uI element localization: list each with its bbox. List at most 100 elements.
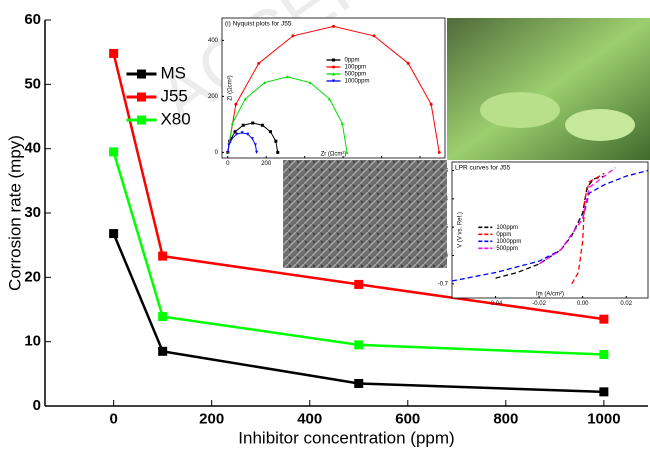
x-tick-label: 600 [395,410,420,427]
marker [354,378,364,388]
marker [240,131,244,135]
marker [235,132,239,136]
y-axis-label: V (V vs. Ref.) [458,212,464,248]
marker [285,75,289,79]
series-line [451,169,649,282]
marker [136,69,146,79]
photo-detail [480,92,560,128]
series-line [112,151,604,356]
marker [226,150,230,154]
plot-background [451,161,649,299]
marker [109,229,119,239]
marker [276,150,280,154]
photo-detail [565,109,635,141]
sem-inset [283,160,447,268]
marker [429,102,433,106]
x-tick-label: 0.02 [620,301,632,307]
marker [262,81,266,85]
marker [308,81,312,85]
plot-background [221,17,446,159]
x-tick-label: 800 [493,410,518,427]
marker [599,314,609,324]
legend-label: 1000ppm [496,239,521,245]
x-tick-label: 1000 [587,410,620,427]
chart-title: LPR curves for J55 [455,165,511,172]
marker [230,137,234,141]
marker [251,121,255,125]
x-tick-label: -0.02 [532,301,546,307]
y-tick-label: 40 [24,140,41,157]
y-tick-label: 50 [24,75,41,92]
legend-label: 100ppm [345,65,367,71]
legend-label: 0ppm [345,58,360,64]
y-tick-label: 200 [208,94,219,100]
marker [109,147,119,157]
marker [372,34,376,38]
y-tick-label: 20 [24,268,41,285]
marker [332,72,335,76]
marker [274,139,278,143]
y-tick-label: 60 [24,11,41,28]
x-axis-label: Im (A/cm²) [536,292,564,298]
series-line [571,172,605,285]
marker [136,115,146,125]
legend-label: X80 [160,110,190,129]
marker [109,48,119,58]
marker [345,150,349,154]
marker [257,61,261,65]
marker [332,79,335,83]
x-tick-label: 200 [199,410,224,427]
marker [354,279,364,289]
marker [227,143,231,147]
legend-label: 100ppm [496,225,518,231]
y-tick-label: 0 [215,150,219,156]
marker [234,102,238,106]
marker [599,350,609,360]
marker [233,130,237,134]
x-axis-label: Inhibitor concentration (ppm) [238,428,454,447]
photo-inset [447,18,650,160]
marker [158,312,168,322]
marker [332,24,335,28]
y-tick-label: -0.7 [438,281,449,287]
legend-label: 0ppm [496,232,511,238]
x-tick-label: 0 [226,161,230,167]
marker [243,97,247,101]
marker [241,123,245,127]
x-tick-label: 0 [109,410,117,427]
y-axis-label: Corrosion rate (mpy) [5,135,24,291]
marker [158,251,168,261]
marker [158,346,168,356]
marker [255,150,259,154]
y-axis-label: Zi (Ωcm²) [228,75,234,100]
marker [332,65,335,69]
marker [230,122,234,126]
marker [340,122,344,126]
marker [406,61,410,65]
marker [246,132,250,136]
x-axis-label: Zr (Ωcm²) [321,152,347,158]
marker [268,130,272,134]
y-tick-label: 10 [24,333,41,350]
chart-title: (i) Nyquist plots for J55 [225,21,292,28]
marker [260,123,264,127]
marker [253,143,257,147]
x-tick-label: 200 [261,161,272,167]
series-line [112,53,605,321]
legend-label: MS [160,64,186,83]
marker [354,340,364,350]
y-tick-label: 30 [24,204,41,221]
y-tick-label: 0 [33,397,41,414]
series-line [112,233,604,394]
legend-label: J55 [160,87,187,106]
marker [291,34,295,38]
marker [327,97,331,101]
marker [437,150,441,154]
marker [599,387,609,397]
x-tick-label: 400 [297,410,322,427]
legend-label: 500ppm [345,72,367,78]
legend-label: 500ppm [496,246,518,252]
y-tick-label: 400 [208,38,219,44]
x-tick-label: 0.00 [577,301,589,307]
